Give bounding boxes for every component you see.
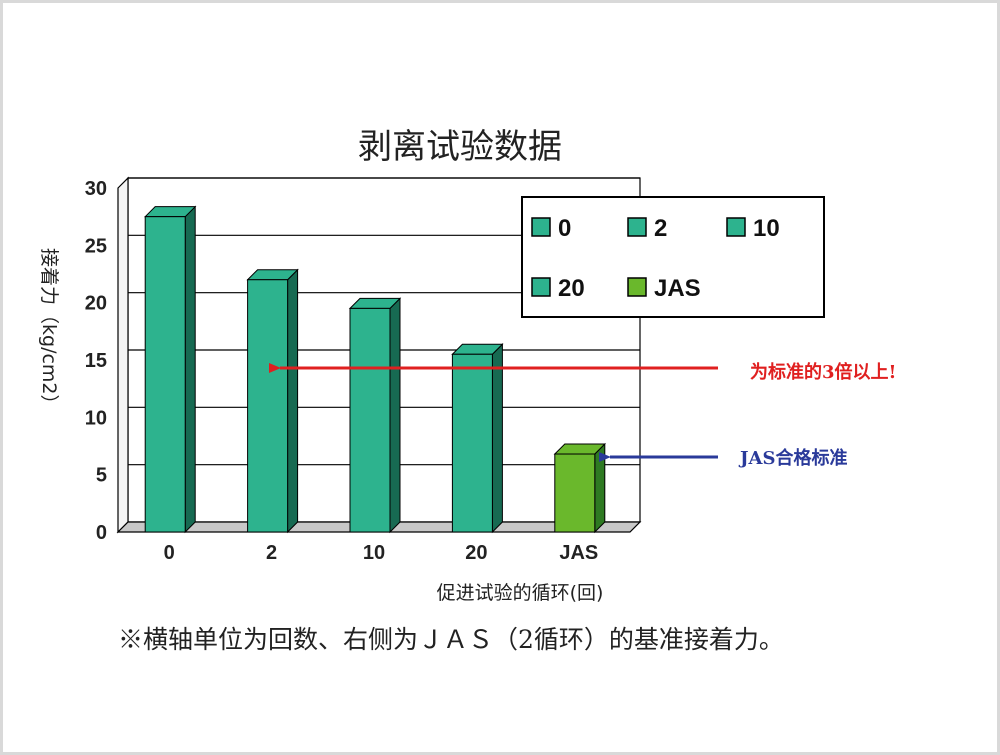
legend-label: 20	[558, 275, 585, 302]
y-tick-label: 15	[85, 350, 107, 372]
legend-label: 10	[753, 215, 780, 242]
footnote: ※横轴单位为回数、右侧为ＪＡＳ（2循环）的基准接着力。	[118, 625, 784, 654]
legend-box	[521, 196, 825, 318]
legend-entry: 2	[627, 215, 667, 242]
legend-label: JAS	[654, 275, 701, 302]
legend-swatch	[726, 217, 746, 237]
legend-swatch	[531, 277, 551, 297]
bar-side	[491, 343, 503, 534]
chart-title: 剥离试验数据	[358, 127, 562, 167]
bar-side	[184, 205, 196, 534]
y-axis-label: 接着力（kg/cm2）	[38, 248, 60, 414]
legend: 0 2 10 20 JAS	[521, 196, 825, 318]
triple-annotation: 为标准的3倍以上!	[750, 361, 896, 383]
legend-entry: 10	[726, 215, 780, 242]
y-tick-label: 10	[85, 407, 107, 429]
bar-front	[451, 353, 493, 533]
x-axis-label: 促进试验的循环(回)	[437, 582, 604, 604]
bar-front	[554, 453, 596, 533]
y-tick-labels: 0 5 10 15 20 25 30	[85, 178, 107, 544]
x-tick-label: 2	[266, 542, 277, 564]
bar-side	[287, 268, 299, 534]
bar-side	[389, 297, 401, 534]
legend-entry: 0	[531, 215, 571, 242]
bar	[143, 205, 197, 534]
legend-entry: JAS	[627, 275, 701, 302]
legend-swatch	[531, 217, 551, 237]
legend-entry: 20	[531, 275, 585, 302]
legend-swatch	[627, 217, 647, 237]
bar-side	[594, 442, 606, 534]
y-tick-label: 5	[96, 465, 107, 487]
x-tick-label: JAS	[559, 542, 598, 564]
x-tick-label: 20	[465, 542, 487, 564]
bar-front	[247, 279, 289, 533]
bar	[451, 343, 504, 534]
bar-front	[349, 307, 391, 533]
x-tick-label: 10	[363, 542, 385, 564]
legend-entries: 0 2 10 20 JAS	[531, 215, 780, 302]
x-tick-label: 0	[164, 542, 175, 564]
y-tick-label: 0	[96, 522, 107, 544]
legend-label: 0	[558, 215, 571, 242]
y-tick-label: 30	[85, 178, 107, 200]
bar	[348, 297, 402, 534]
x-tick-labels: 0 2 10 20 JAS	[164, 542, 599, 564]
y-tick-label: 20	[85, 293, 107, 315]
jas-standard-annotation: JAS合格标准	[738, 447, 847, 469]
legend-swatch	[627, 277, 647, 297]
legend-label: 2	[654, 215, 667, 242]
bar	[246, 268, 299, 534]
y-tick-label: 25	[85, 235, 107, 257]
bar-front	[144, 216, 186, 533]
bar	[553, 442, 607, 534]
bars	[143, 205, 607, 534]
plot-side-wall	[117, 176, 129, 534]
